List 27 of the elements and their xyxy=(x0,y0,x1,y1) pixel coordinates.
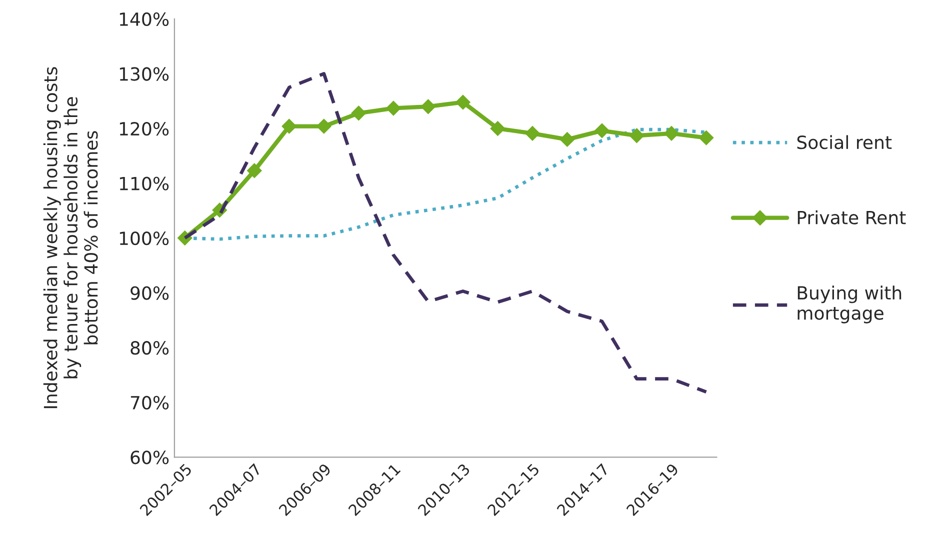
point xyxy=(316,118,332,134)
point xyxy=(698,130,714,146)
point xyxy=(594,123,610,138)
point xyxy=(560,132,575,147)
point xyxy=(247,163,262,178)
y-tick-label: 100% xyxy=(120,232,169,246)
point xyxy=(386,100,401,116)
legend-label: Buying with mortgage xyxy=(798,286,902,324)
y-tick-label: 110% xyxy=(120,176,169,190)
y-tick-label: 90% xyxy=(130,286,169,300)
point xyxy=(490,121,506,136)
y-tick-label: 70% xyxy=(130,396,169,410)
point xyxy=(664,126,679,141)
point xyxy=(629,128,644,144)
legend-label: Private Rent xyxy=(798,210,906,224)
y-axis-title: Indexed median weekly housing costs by tenure for households in the bottom 40% of incomes xyxy=(43,67,98,408)
legend-label: Social rent xyxy=(797,135,892,150)
y-tick-label: 60% xyxy=(130,450,169,464)
point xyxy=(456,94,470,110)
point xyxy=(525,126,540,141)
point xyxy=(351,106,366,121)
point xyxy=(282,118,297,134)
y-tick-label: 140% xyxy=(120,12,169,26)
y-tick-label: 120% xyxy=(120,122,169,136)
y-tick-label: 80% xyxy=(130,341,169,355)
point xyxy=(420,99,436,114)
y-tick-label: 130% xyxy=(120,67,169,81)
